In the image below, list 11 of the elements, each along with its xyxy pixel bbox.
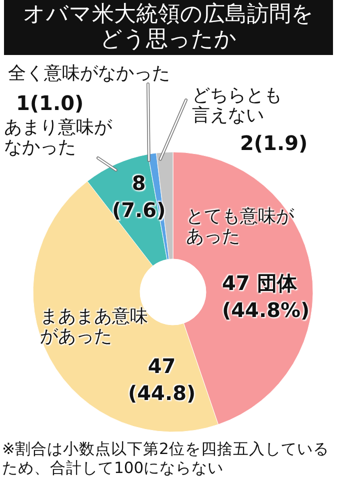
slice-label: どちらとも言えない xyxy=(192,85,283,126)
data-label: 2(1.9) xyxy=(240,130,308,157)
chart-title: オバマ米大統領の広島訪問をどう思ったか xyxy=(4,0,333,55)
slice-label: あまり意味がなかった xyxy=(4,117,114,158)
text: ※割合は小数点以下第2位を四捨五入しているため、合計して100にならない xyxy=(2,440,330,478)
slice-label: まあまあ意味があった xyxy=(40,306,149,347)
data-label: 47 (44.8) xyxy=(128,353,196,407)
data-label: 47 団体 (44.8%) xyxy=(222,270,310,324)
slice-label: とても意味があった xyxy=(186,206,296,247)
data-label: 1(1.0) xyxy=(16,90,84,117)
slice-label: 全く意味がなかった xyxy=(8,63,171,84)
